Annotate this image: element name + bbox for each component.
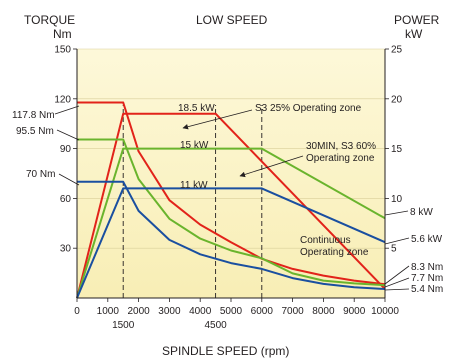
s3-25-end-torque-label: 8.3 Nm bbox=[411, 262, 443, 273]
x-tick-label-6000: 6000 bbox=[251, 306, 274, 317]
x-axis-title: SPINDLE SPEED (rpm) bbox=[162, 344, 289, 358]
s3-60-torque-label: 95.5 Nm bbox=[16, 126, 54, 137]
plot-background bbox=[77, 49, 385, 298]
s3-60-end-torque-label: 7.7 Nm bbox=[411, 273, 443, 284]
right-tick-label-20: 20 bbox=[391, 94, 403, 105]
x-extra-tick-label-4500: 4500 bbox=[204, 320, 227, 331]
x-extra-tick-label-1500: 1500 bbox=[112, 320, 135, 331]
s3-25-power-label: 18.5 kW bbox=[178, 103, 215, 114]
s3-25-zone-label: S3 25% Operating zone bbox=[255, 103, 362, 114]
continuous-power-label: 11 kW bbox=[180, 180, 208, 191]
power-axis-unit: kW bbox=[405, 27, 423, 41]
s3-60-zone-label-line2: Operating zone bbox=[306, 153, 375, 164]
s3-60-power-label: 15 kW bbox=[180, 140, 209, 151]
left-tick-label-30: 30 bbox=[60, 244, 72, 255]
right-tick-label-5: 5 bbox=[391, 244, 397, 255]
x-tick-label-0: 0 bbox=[74, 306, 80, 317]
x-tick-label-1000: 1000 bbox=[97, 306, 120, 317]
torque-axis-unit: Nm bbox=[53, 27, 72, 41]
leader-95-5 bbox=[56, 129, 80, 141]
continuous-torque-curve bbox=[77, 180, 386, 290]
tick-labels: 30 60 90 120 150 5 10 15 20 25 0 1000 2000 3000 4000 50… bbox=[54, 45, 402, 332]
s3-25-torque-curve bbox=[77, 101, 386, 286]
continuous-end-torque-label: 5.4 Nm bbox=[411, 284, 443, 295]
leader-117-8 bbox=[54, 105, 80, 115]
max-torque-label: 117.8 Nm bbox=[12, 110, 55, 121]
continuous-power-curve bbox=[76, 187, 386, 299]
continuous-zone-label-line1: Continuous bbox=[300, 235, 351, 246]
x-tick-label-10000: 10000 bbox=[371, 306, 399, 317]
x-tick-label-2000: 2000 bbox=[127, 306, 150, 317]
leader-5-6kw bbox=[384, 237, 410, 245]
s3-25-power-curve bbox=[76, 112, 386, 299]
torque-axis-title: TORQUE bbox=[24, 13, 75, 27]
x-tick-label-5000: 5000 bbox=[220, 306, 243, 317]
s3-60-zone-arrow bbox=[239, 155, 304, 178]
left-tick-label-90: 90 bbox=[60, 144, 72, 155]
left-tick-label-120: 120 bbox=[54, 94, 71, 105]
left-tick-label-60: 60 bbox=[60, 194, 72, 205]
x-tick-label-9000: 9000 bbox=[343, 306, 366, 317]
chart-title: LOW SPEED bbox=[196, 13, 268, 27]
x-tick-label-3000: 3000 bbox=[158, 306, 181, 317]
power-axis-title: POWER bbox=[394, 13, 440, 27]
leader-8-3nm bbox=[384, 265, 410, 285]
x-tick-label-8000: 8000 bbox=[312, 306, 335, 317]
right-tick-label-15: 15 bbox=[391, 144, 403, 155]
x-tick-label-4000: 4000 bbox=[189, 306, 212, 317]
right-tick-label-25: 25 bbox=[391, 45, 403, 56]
leader-70 bbox=[58, 173, 80, 186]
continuous-torque-label: 70 Nm bbox=[26, 169, 55, 180]
leader-5-4nm bbox=[384, 288, 410, 291]
s3-60-power-curve bbox=[76, 147, 386, 299]
data-curves bbox=[76, 101, 386, 299]
continuous-zone-label-line2: Operating zone bbox=[300, 247, 369, 258]
s3-60-torque-curve bbox=[77, 138, 386, 287]
x-tick-label-7000: 7000 bbox=[281, 306, 304, 317]
continuous-end-power-label: 5.6 kW bbox=[411, 234, 443, 245]
leader-7-7nm bbox=[384, 277, 410, 288]
s3-60-zone-label-line1: 30MIN, S3 60% bbox=[306, 141, 376, 152]
right-tick-label-10: 10 bbox=[391, 194, 403, 205]
left-tick-label-150: 150 bbox=[54, 45, 71, 56]
leader-8kw bbox=[384, 210, 409, 216]
s3-25-zone-arrow bbox=[182, 109, 253, 130]
s3-60-end-power-label: 8 kW bbox=[410, 207, 433, 218]
speed-markers bbox=[122, 105, 263, 298]
